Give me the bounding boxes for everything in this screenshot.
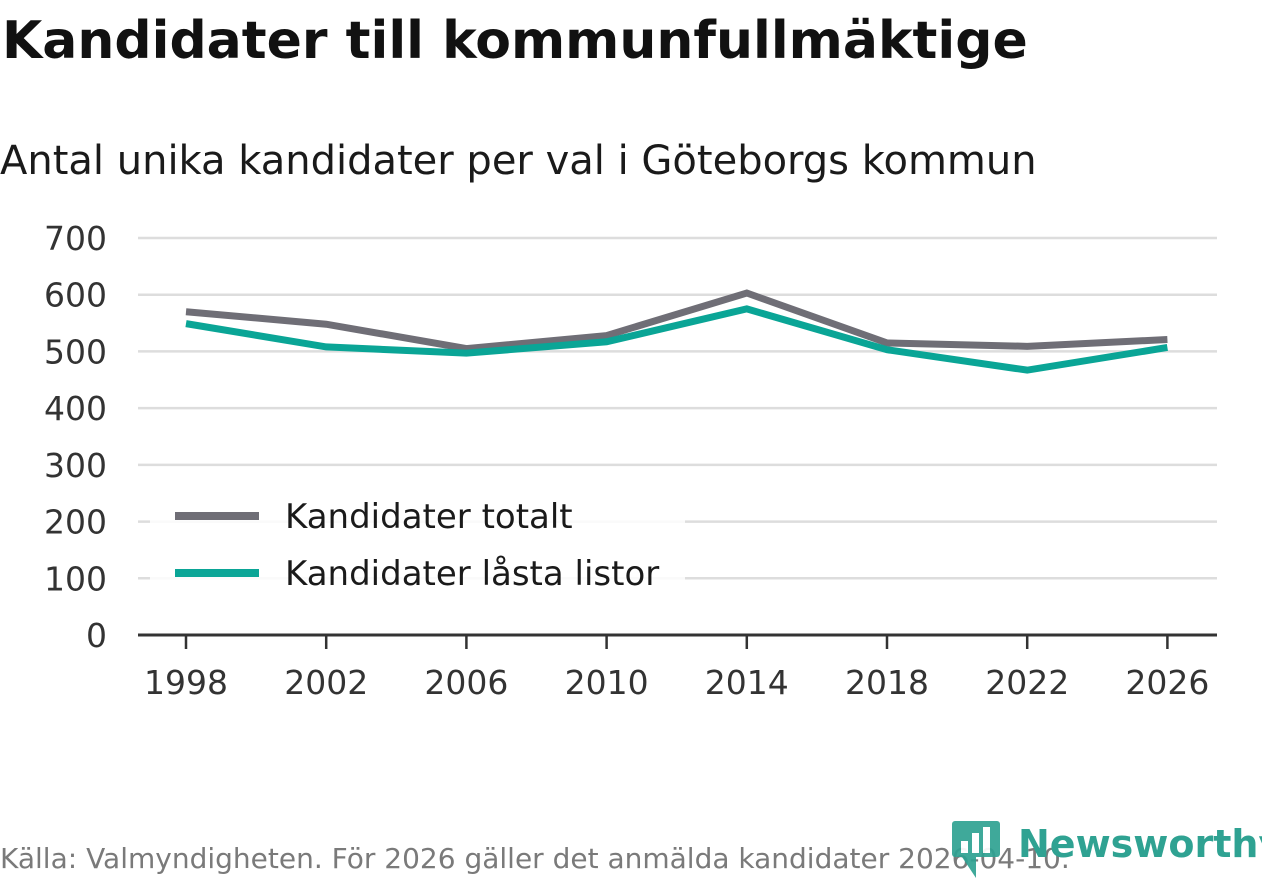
chart-title: Kandidater till kommunfullmäktige (2, 11, 1028, 71)
x-tick-label: 2018 (845, 663, 929, 702)
x-tick-label: 2002 (284, 663, 368, 702)
x-tick-label: 2014 (705, 663, 789, 702)
source-note: Källa: Valmyndigheten. För 2026 gäller d… (0, 842, 1070, 875)
x-tick-label: 2026 (1125, 663, 1209, 702)
x-tick-label: 2006 (424, 663, 508, 702)
x-tick-label: 1998 (144, 663, 228, 702)
y-tick-label: 0 (86, 616, 107, 655)
series-line-total (185, 289, 1168, 353)
logo-wordmark: Newsworthy (1018, 822, 1262, 866)
x-tick-label: 2010 (565, 663, 649, 702)
y-tick-label: 300 (44, 446, 107, 485)
y-tick-label: 100 (44, 559, 107, 598)
x-tick-label: 2022 (985, 663, 1069, 702)
legend-background (150, 488, 685, 596)
chart-subtitle: Antal unika kandidater per val i Götebor… (0, 138, 1037, 184)
y-tick-labels: 0 100 200 300 400 500 600 700 (44, 219, 107, 655)
series-lines (185, 289, 1168, 374)
y-tick-label: 600 (44, 276, 107, 315)
newsworthy-chart-icon (952, 821, 1000, 878)
y-tick-label: 500 (44, 332, 107, 371)
series-line-locked (185, 305, 1168, 374)
y-tick-label: 700 (44, 219, 107, 258)
x-axis: 1998 2002 2006 2010 2014 2018 2022 2026 (138, 633, 1217, 702)
y-tick-label: 400 (44, 389, 107, 428)
y-tick-label: 200 (44, 503, 107, 542)
legend: Kandidater totalt Kandidater låsta listor (150, 488, 685, 596)
legend-label: Kandidater totalt (285, 497, 573, 537)
newsworthy-logo: Newsworthy (952, 821, 1262, 878)
legend-label: Kandidater låsta listor (285, 554, 659, 594)
